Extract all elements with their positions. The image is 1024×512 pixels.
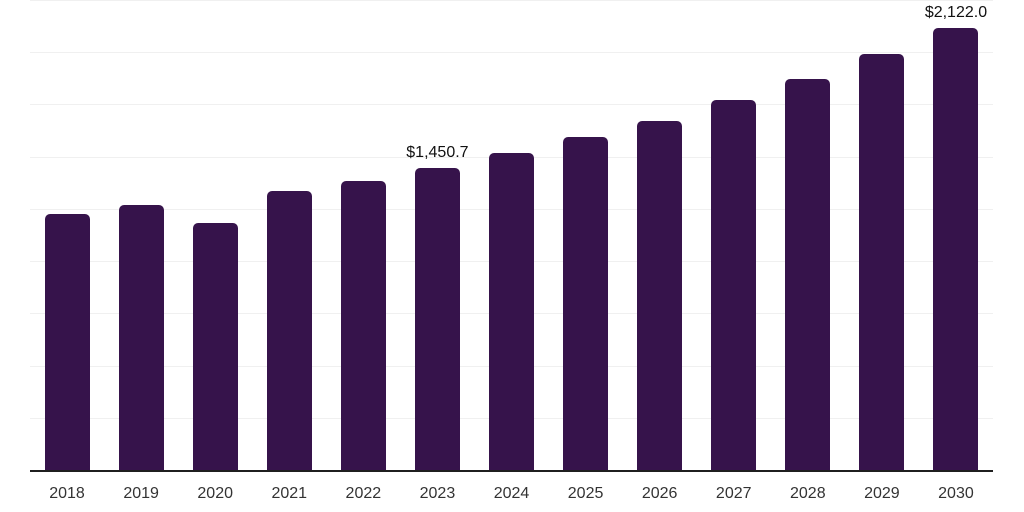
bar-value-label-2030: $2,122.0 [924,3,988,21]
bar-2019 [118,205,164,471]
x-tick-label-2024: 2024 [493,485,530,502]
gridline [30,52,993,54]
bar-2018 [44,214,90,471]
x-tick-label-2025: 2025 [567,485,604,502]
x-tick-label-2027: 2027 [715,485,752,502]
bar-2020 [192,223,238,471]
bar-2026 [637,121,683,471]
bar-2028 [785,78,831,471]
x-tick-label-2020: 2020 [197,485,233,502]
bar-2027 [711,100,757,471]
bar-value-label-2023: $1,450.7 [406,143,469,161]
bar-2024 [489,153,534,471]
x-tick-label-2021: 2021 [271,485,308,502]
x-tick-label-2019: 2019 [123,485,159,502]
x-tick-label-2026: 2026 [641,485,678,502]
x-tick-label-2018: 2018 [49,485,85,502]
gridline [30,0,993,1]
bar-2022 [340,181,386,471]
x-tick-label-2030: 2030 [938,485,974,502]
bar-2030 [933,27,979,471]
x-axis-labels: 2018 2019 2020 2021 2022 2023 2024 2025 2026 2027… [30,483,993,505]
x-tick-label-2029: 2029 [864,485,900,502]
bar-2021 [266,191,312,471]
x-tick-label-2023: 2023 [419,485,456,502]
bar-2029 [859,54,905,471]
bar-2023 [414,167,460,471]
x-tick-label-2028: 2028 [790,485,826,502]
bar-2025 [563,137,609,471]
x-tick-label-2022: 2022 [345,485,382,502]
gridline [30,104,993,106]
x-axis-line [30,470,993,472]
plot-area: $1,450.7 $2,122.0 [30,0,993,472]
